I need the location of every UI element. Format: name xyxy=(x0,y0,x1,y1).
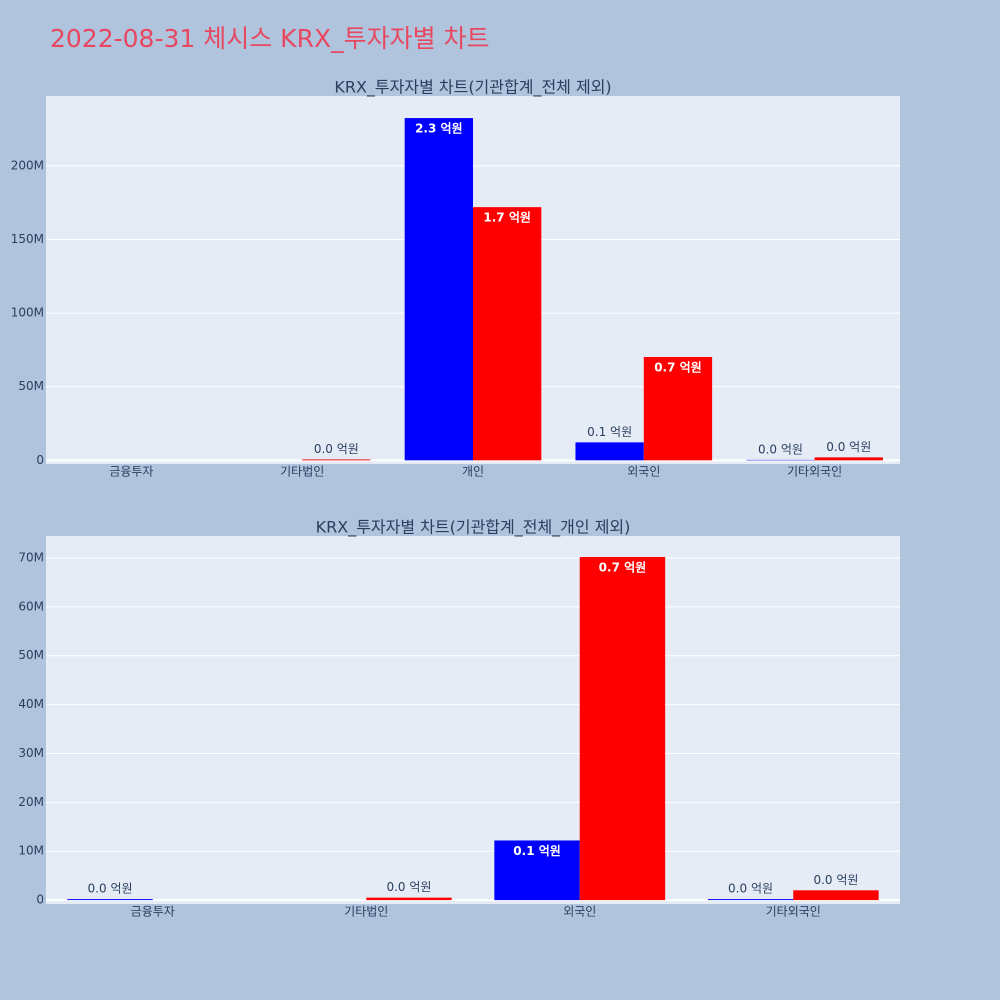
y-tick-label: 50M xyxy=(18,648,44,662)
y-tick-label: 60M xyxy=(18,599,44,613)
x-tick-label: 외국인 xyxy=(563,905,596,919)
plot-area xyxy=(46,536,900,904)
chart-title: KRX_투자자별 차트(기관합계_전체_개인 제외) xyxy=(316,518,631,538)
y-tick-label: 100M xyxy=(11,306,44,320)
y-tick-label: 10M xyxy=(18,844,44,858)
y-tick-label: 20M xyxy=(18,795,44,809)
x-tick-label: 기타법인 xyxy=(280,465,324,479)
data-label: 0.0 억원 xyxy=(813,873,858,887)
x-tick-label: 기타법인 xyxy=(344,905,388,919)
data-label: 0.0 억원 xyxy=(386,880,431,894)
data-label: 0.1 억원 xyxy=(513,844,561,858)
x-tick-label: 기타외국인 xyxy=(766,905,821,919)
bar xyxy=(494,840,580,901)
x-tick-label: 금융투자 xyxy=(131,905,175,919)
data-label: 2.3 억원 xyxy=(415,122,463,136)
y-tick-label: 0 xyxy=(36,453,44,467)
bar xyxy=(579,557,666,901)
y-tick-label: 70M xyxy=(18,550,44,564)
bar xyxy=(366,897,452,901)
data-label: 0.0 억원 xyxy=(758,442,803,456)
y-tick-label: 150M xyxy=(11,232,44,246)
chart-title: KRX_투자자별 차트(기관합계_전체 제외) xyxy=(334,78,611,98)
bar xyxy=(473,207,542,461)
data-label: 0.0 억원 xyxy=(826,440,871,454)
bar xyxy=(814,457,883,461)
data-label: 0.0 억원 xyxy=(88,882,133,896)
y-tick-label: 30M xyxy=(18,746,44,760)
data-label: 0.7 억원 xyxy=(654,360,702,374)
data-label: 0.0 억원 xyxy=(314,442,359,456)
data-label: 0.1 억원 xyxy=(587,425,632,439)
bar xyxy=(404,118,473,461)
bar xyxy=(707,899,794,901)
bar xyxy=(575,442,644,461)
bar xyxy=(302,459,371,461)
data-label: 0.0 억원 xyxy=(728,882,773,896)
y-tick-label: 50M xyxy=(18,379,44,393)
x-tick-label: 개인 xyxy=(462,465,484,479)
x-tick-label: 금융투자 xyxy=(109,465,153,479)
y-tick-label: 40M xyxy=(18,697,44,711)
data-label: 0.7 억원 xyxy=(599,561,647,575)
bar xyxy=(643,356,713,461)
x-tick-label: 외국인 xyxy=(627,465,660,479)
x-tick-label: 기타외국인 xyxy=(787,465,842,479)
page-title: 2022-08-31 체시스 KRX_투자자별 차트 xyxy=(50,24,490,53)
bar xyxy=(793,890,879,901)
bar xyxy=(67,899,153,901)
data-label: 1.7 억원 xyxy=(483,211,531,225)
y-tick-label: 200M xyxy=(11,158,44,172)
y-tick-label: 0 xyxy=(36,893,44,907)
